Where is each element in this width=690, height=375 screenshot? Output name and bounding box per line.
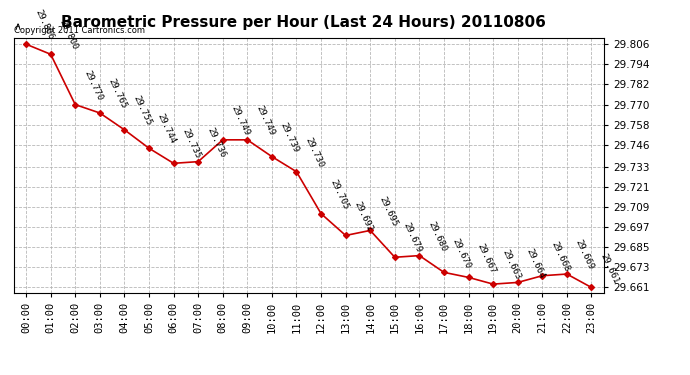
Text: ∧: ∧ [14, 22, 22, 32]
Text: 29.668: 29.668 [549, 240, 571, 273]
Text: 29.663: 29.663 [500, 248, 522, 281]
Text: 29.800: 29.800 [58, 18, 79, 51]
Text: Copyright 2011 Cartronics.com: Copyright 2011 Cartronics.com [14, 26, 145, 35]
Text: 29.661: 29.661 [598, 252, 620, 285]
Text: 29.730: 29.730 [304, 136, 325, 169]
Text: 29.749: 29.749 [255, 104, 276, 137]
Text: 29.744: 29.744 [156, 112, 178, 146]
Text: 29.705: 29.705 [328, 178, 350, 211]
Text: 29.735: 29.735 [181, 128, 202, 160]
Text: 29.679: 29.679 [402, 222, 424, 255]
Text: 29.736: 29.736 [205, 126, 227, 159]
Text: 29.739: 29.739 [279, 121, 301, 154]
Text: 29.667: 29.667 [475, 242, 497, 274]
Text: 29.770: 29.770 [82, 69, 104, 102]
Text: 29.692: 29.692 [353, 200, 375, 232]
Text: 29.755: 29.755 [131, 94, 153, 127]
Text: 29.680: 29.680 [426, 220, 448, 253]
Text: 29.765: 29.765 [107, 77, 128, 110]
Text: 29.664: 29.664 [524, 247, 546, 280]
Text: 29.695: 29.695 [377, 195, 399, 228]
Text: 29.749: 29.749 [230, 104, 251, 137]
Text: 29.669: 29.669 [574, 238, 595, 271]
Text: Barometric Pressure per Hour (Last 24 Hours) 20110806: Barometric Pressure per Hour (Last 24 Ho… [61, 15, 546, 30]
Text: 29.806: 29.806 [33, 8, 55, 41]
Text: 29.670: 29.670 [451, 237, 473, 270]
